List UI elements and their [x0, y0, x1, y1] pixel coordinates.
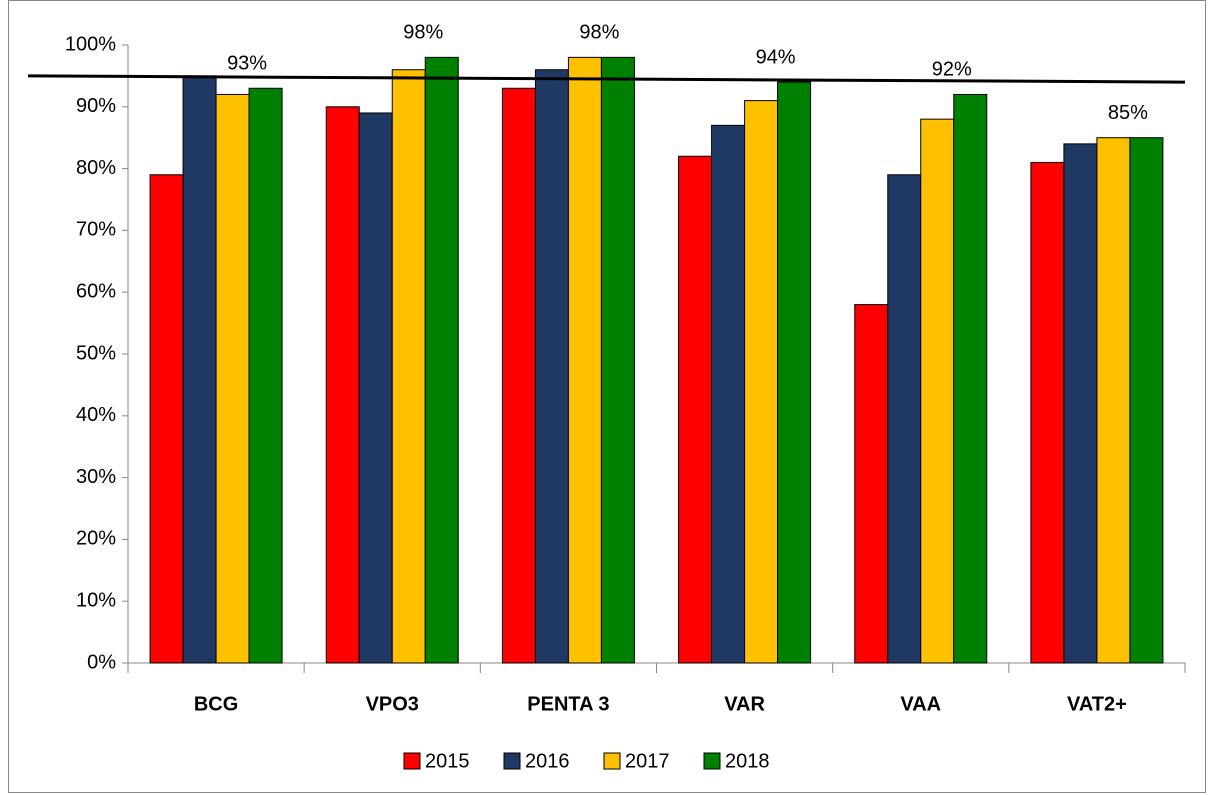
- bar: [567, 56, 602, 664]
- y-tick-label: 100%: [65, 33, 116, 55]
- bar: [953, 93, 988, 664]
- legend-label: 2018: [725, 750, 770, 772]
- bar: [149, 174, 184, 664]
- y-tick-label: 90%: [76, 95, 116, 117]
- bar: [678, 155, 713, 664]
- legend-swatch: [403, 752, 421, 770]
- y-tick-label: 10%: [76, 589, 116, 611]
- bar: [182, 75, 217, 664]
- data-label: 98%: [579, 22, 619, 44]
- bar: [424, 56, 459, 664]
- bar: [215, 93, 250, 664]
- legend-label: 2017: [625, 750, 670, 772]
- bar: [1129, 137, 1164, 664]
- data-label: 93%: [227, 53, 267, 75]
- x-tick-label: VAT2+: [1067, 693, 1127, 715]
- legend-swatch: [603, 752, 621, 770]
- x-tick-label: VAR: [724, 693, 765, 715]
- bar: [391, 69, 426, 664]
- data-label: 85%: [1108, 102, 1148, 124]
- bar: [358, 112, 393, 664]
- y-tick-label: 30%: [76, 466, 116, 488]
- y-tick-label: 60%: [76, 280, 116, 302]
- bar: [744, 100, 779, 664]
- bar: [600, 56, 635, 664]
- x-tick-label: VAA: [900, 693, 941, 715]
- x-tick-label: PENTA 3: [527, 693, 609, 715]
- legend-swatch: [503, 752, 521, 770]
- y-tick-label: 0%: [87, 651, 116, 673]
- target-line: [27, 74, 1186, 84]
- bar: [777, 81, 812, 664]
- y-tick-label: 50%: [76, 342, 116, 364]
- bar: [248, 87, 283, 664]
- bar: [854, 304, 889, 664]
- bar: [887, 174, 922, 664]
- legend-swatch: [703, 752, 721, 770]
- legend-label: 2015: [425, 750, 470, 772]
- legend-label: 2016: [525, 750, 570, 772]
- y-tick-label: 70%: [76, 219, 116, 241]
- bar: [711, 124, 746, 664]
- bar: [1096, 137, 1131, 664]
- bar: [920, 118, 955, 664]
- y-tick-label: 20%: [76, 528, 116, 550]
- y-tick-label: 80%: [76, 157, 116, 179]
- bar: [1030, 161, 1065, 664]
- data-label: 92%: [932, 59, 972, 81]
- data-label: 98%: [403, 22, 443, 44]
- bar: [1063, 143, 1098, 664]
- x-tick-label: VPO3: [366, 693, 419, 715]
- y-tick-label: 40%: [76, 404, 116, 426]
- bar: [534, 69, 569, 664]
- x-tick-label: BCG: [194, 693, 238, 715]
- data-label: 94%: [756, 46, 796, 68]
- bar: [501, 87, 536, 664]
- bar: [325, 106, 360, 664]
